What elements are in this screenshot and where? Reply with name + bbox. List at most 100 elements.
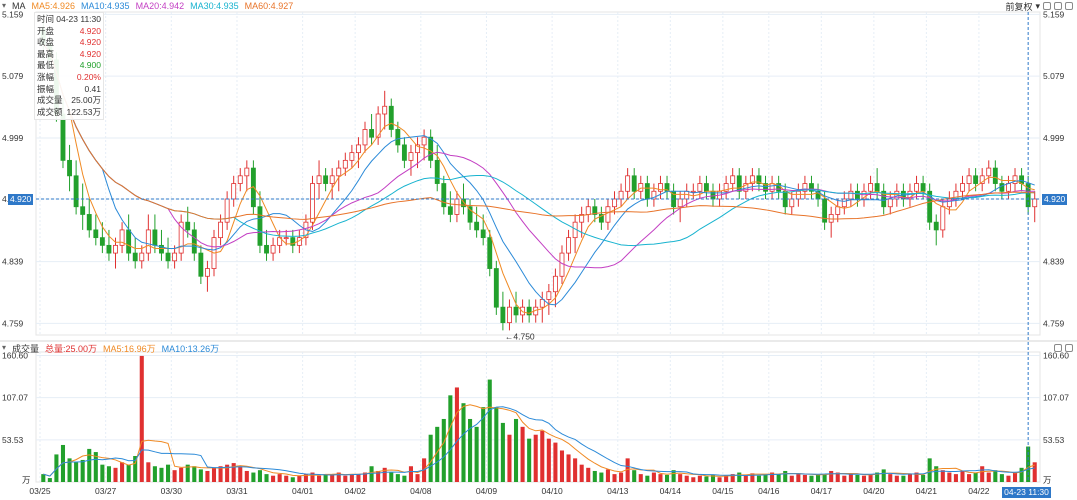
ma60-value: MA60:4.927 <box>244 1 294 11</box>
x-tick-label: 04/08 <box>410 486 432 496</box>
candle-up <box>408 152 414 161</box>
volume-bar-up <box>113 467 118 482</box>
volume-bar-up <box>225 464 230 482</box>
tooltip-row: 开盘 4.920 <box>37 26 101 38</box>
volume-bar-down <box>513 418 519 482</box>
volume-bar-down <box>41 474 46 482</box>
volume-tick-right: 107.07 <box>1043 393 1069 403</box>
candle-up <box>986 167 992 177</box>
volume-bar-up <box>1032 462 1037 482</box>
candle-down <box>480 229 486 239</box>
volume-bar-up <box>986 472 991 482</box>
restore-dropdown[interactable]: 前复权 <box>1005 1 1033 12</box>
candle-up <box>172 252 178 262</box>
volume-bar-down <box>500 422 505 482</box>
volume-bar-down <box>855 474 860 482</box>
volume-bar-up <box>605 469 610 482</box>
volume-bar-up <box>796 474 801 482</box>
volume-bar-up <box>310 472 315 482</box>
volume-bar-down <box>822 474 827 482</box>
candle-down <box>447 206 453 215</box>
volume-bar-up <box>573 458 578 482</box>
tooltip-key: 收盘 <box>37 37 55 48</box>
volume-bar-up <box>848 474 853 482</box>
candle-up <box>769 183 775 192</box>
volume-minimize-icon[interactable] <box>1054 344 1062 352</box>
ma30-line <box>42 44 1035 247</box>
volume-bar-up <box>507 434 512 482</box>
volume-bar-up <box>362 472 368 482</box>
volume-bar-up <box>297 475 302 482</box>
ma10-line <box>42 44 1035 306</box>
volume-bar-up <box>415 474 420 482</box>
volume-collapse-icon[interactable]: ▾ <box>2 343 7 352</box>
volume-bar-up <box>691 477 696 482</box>
candle-down <box>736 175 742 192</box>
candle-up <box>907 190 913 200</box>
volume-bar-down <box>901 475 906 482</box>
candle-up <box>546 291 552 300</box>
volume-bar-down <box>133 456 138 482</box>
volume-bar-up <box>894 475 899 482</box>
volume-bar-up <box>868 474 873 482</box>
settings-icon[interactable] <box>1043 2 1051 10</box>
volume-bar-up <box>861 475 867 482</box>
maximize-icon[interactable] <box>1065 2 1073 10</box>
volume-bar-up <box>139 355 144 482</box>
volume-bar-down <box>74 462 79 482</box>
candle-down <box>487 237 493 269</box>
candle-down <box>93 229 99 239</box>
volume-bar-down <box>389 472 394 482</box>
candle-down <box>999 183 1005 192</box>
y-tick-label-left: 4.839 <box>2 257 24 267</box>
ma-legend: MA MA5:4.926 MA10:4.935 MA20:4.942 MA30:… <box>0 0 299 12</box>
candle-up <box>795 190 801 200</box>
volume-bar-down <box>973 472 978 482</box>
volume-bar-down <box>47 478 52 482</box>
volume-maximize-icon[interactable] <box>1065 344 1073 352</box>
volume-bar-down <box>264 474 269 482</box>
y-tick-label-left: 5.159 <box>2 9 24 19</box>
ma20-value: MA20:4.942 <box>135 1 185 11</box>
volume-bar-up <box>802 474 807 482</box>
volume-bar-up <box>842 475 847 482</box>
volume-bar-up <box>356 474 361 482</box>
candle-up <box>658 183 663 192</box>
volume-bar-down <box>435 426 440 482</box>
candle-up <box>966 175 972 184</box>
volume-bar-up <box>1012 472 1018 482</box>
dropdown-arrow-icon[interactable]: ▾ <box>1035 0 1040 11</box>
volume-bar-up <box>717 477 722 482</box>
candle-up <box>145 229 151 254</box>
volume-bar-down <box>592 470 597 482</box>
candle-down <box>467 206 473 223</box>
volume-bar-down <box>927 458 932 482</box>
volume-bar-up <box>408 466 414 482</box>
volume-bar-up <box>743 474 748 482</box>
candle-up <box>231 183 237 200</box>
volume-bar-up <box>349 474 354 482</box>
volume-bar-down <box>921 474 926 482</box>
collapse-icon[interactable]: ▾ <box>2 1 7 10</box>
volume-legend: 成交量 总量:25.00万 MA5:16.96万 MA10:13.26万 <box>0 342 225 354</box>
volume-bar-up <box>238 466 243 482</box>
x-tick-label: 04/01 <box>292 486 314 496</box>
candle-down <box>323 175 329 184</box>
candle-up <box>887 198 893 208</box>
candle-down <box>165 252 171 262</box>
volume-bar-down <box>369 466 374 482</box>
candle-up <box>566 237 571 254</box>
candle-up <box>539 299 545 308</box>
y-tick-label-right: 4.759 <box>1043 318 1065 328</box>
y-tick-label-right: 4.999 <box>1043 133 1065 143</box>
y-tick-label-right: 5.079 <box>1043 71 1065 81</box>
volume-bar-down <box>448 395 453 482</box>
minimize-icon[interactable] <box>1054 2 1062 10</box>
candle-up <box>1012 175 1018 184</box>
x-tick-label: 04/15 <box>712 486 734 496</box>
candle-down <box>60 113 66 161</box>
tooltip-value: 0.41 <box>84 83 101 94</box>
candle-down <box>264 244 269 254</box>
volume-bar-down <box>67 458 72 482</box>
min-price-marker: ←4.750 <box>505 331 535 341</box>
